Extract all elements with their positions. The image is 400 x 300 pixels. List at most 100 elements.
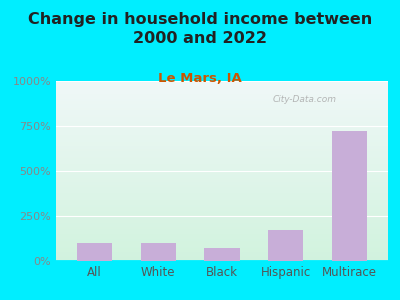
Bar bbox=[56, 94, 388, 95]
Bar bbox=[56, 229, 388, 230]
Bar bbox=[56, 232, 388, 234]
Bar bbox=[56, 221, 388, 223]
Bar bbox=[56, 99, 388, 101]
Bar bbox=[56, 194, 388, 196]
Bar bbox=[56, 121, 388, 122]
Bar bbox=[56, 119, 388, 121]
Bar bbox=[56, 113, 388, 115]
Bar bbox=[56, 182, 388, 184]
Bar bbox=[140, 243, 176, 261]
Bar bbox=[56, 218, 388, 220]
Bar bbox=[56, 157, 388, 158]
Bar bbox=[56, 214, 388, 216]
Bar bbox=[56, 133, 388, 135]
Bar bbox=[56, 166, 388, 167]
Bar bbox=[56, 189, 388, 191]
Bar bbox=[56, 241, 388, 243]
Bar bbox=[56, 101, 388, 103]
Bar bbox=[56, 92, 388, 94]
Bar bbox=[332, 131, 367, 261]
Bar bbox=[56, 144, 388, 146]
Bar bbox=[56, 131, 388, 133]
Bar bbox=[56, 81, 388, 83]
Bar bbox=[56, 164, 388, 166]
Bar bbox=[56, 126, 388, 128]
Bar bbox=[56, 250, 388, 252]
Bar bbox=[56, 234, 388, 236]
Bar bbox=[56, 124, 388, 126]
Bar bbox=[56, 238, 388, 239]
Bar bbox=[56, 137, 388, 139]
Text: Change in household income between
2000 and 2022: Change in household income between 2000 … bbox=[28, 12, 372, 46]
Bar bbox=[56, 239, 388, 241]
Bar bbox=[56, 130, 388, 131]
Bar bbox=[56, 104, 388, 106]
Bar bbox=[56, 254, 388, 256]
Text: City-Data.com: City-Data.com bbox=[273, 94, 337, 103]
Bar bbox=[56, 223, 388, 225]
Bar bbox=[56, 245, 388, 247]
Bar bbox=[56, 85, 388, 86]
Bar bbox=[56, 171, 388, 173]
Text: Le Mars, IA: Le Mars, IA bbox=[158, 72, 242, 85]
Bar bbox=[56, 259, 388, 261]
Bar bbox=[56, 178, 388, 180]
Bar bbox=[56, 200, 388, 202]
Bar bbox=[77, 243, 112, 261]
Bar bbox=[56, 86, 388, 88]
Bar bbox=[56, 248, 388, 250]
Bar bbox=[204, 248, 240, 261]
Bar bbox=[56, 202, 388, 203]
Bar bbox=[56, 230, 388, 232]
Bar bbox=[56, 169, 388, 171]
Bar bbox=[56, 175, 388, 176]
Bar bbox=[56, 95, 388, 97]
Bar bbox=[56, 216, 388, 218]
Bar bbox=[56, 162, 388, 164]
Bar bbox=[56, 149, 388, 151]
Bar bbox=[56, 153, 388, 155]
Bar bbox=[56, 247, 388, 248]
Bar bbox=[56, 90, 388, 92]
Bar bbox=[56, 128, 388, 130]
Bar bbox=[56, 193, 388, 194]
Bar bbox=[56, 117, 388, 119]
Bar bbox=[268, 230, 304, 261]
Bar bbox=[56, 184, 388, 185]
Bar bbox=[56, 112, 388, 113]
Bar bbox=[56, 88, 388, 90]
Bar bbox=[56, 108, 388, 110]
Bar bbox=[56, 209, 388, 211]
Bar bbox=[56, 155, 388, 157]
Bar bbox=[56, 207, 388, 209]
Bar bbox=[56, 135, 388, 137]
Bar bbox=[56, 142, 388, 144]
Bar bbox=[56, 225, 388, 227]
Bar bbox=[56, 256, 388, 257]
Bar bbox=[56, 176, 388, 178]
Bar bbox=[56, 140, 388, 142]
Bar bbox=[56, 212, 388, 214]
Bar bbox=[56, 158, 388, 160]
Bar bbox=[56, 252, 388, 254]
Bar bbox=[56, 139, 388, 140]
Bar bbox=[56, 97, 388, 99]
Bar bbox=[56, 83, 388, 85]
Bar bbox=[56, 236, 388, 238]
Bar bbox=[56, 160, 388, 162]
Bar bbox=[56, 257, 388, 259]
Bar bbox=[56, 205, 388, 207]
Bar bbox=[56, 110, 388, 112]
Bar bbox=[56, 115, 388, 117]
Bar bbox=[56, 167, 388, 169]
Bar bbox=[56, 148, 388, 149]
Bar bbox=[56, 151, 388, 153]
Bar bbox=[56, 185, 388, 187]
Bar bbox=[56, 203, 388, 205]
Bar bbox=[56, 220, 388, 221]
Bar bbox=[56, 122, 388, 124]
Bar bbox=[56, 146, 388, 148]
Bar bbox=[56, 180, 388, 182]
Bar bbox=[56, 191, 388, 193]
Bar bbox=[56, 103, 388, 104]
